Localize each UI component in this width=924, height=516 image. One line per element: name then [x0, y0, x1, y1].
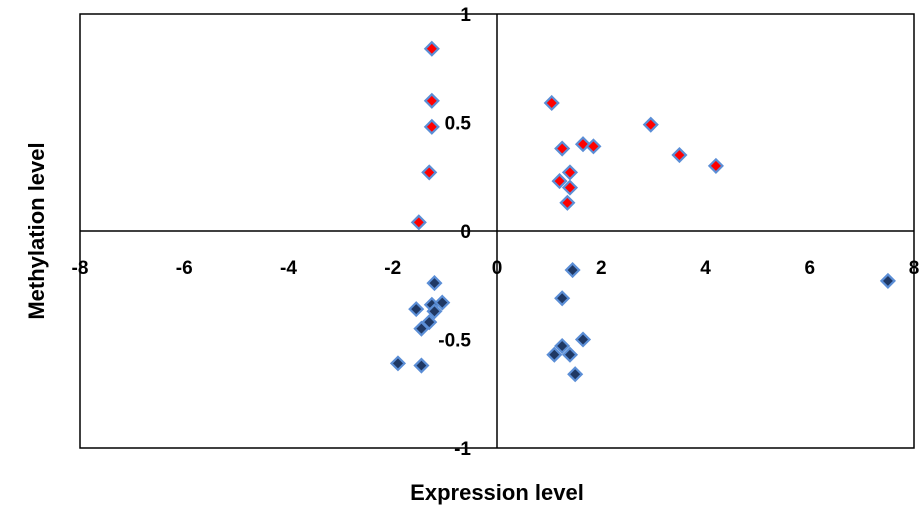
x-tick-label: 2	[596, 258, 607, 279]
data-point-navy	[413, 320, 430, 337]
data-point-red	[642, 116, 659, 133]
data-point-navy	[561, 346, 579, 363]
x-tick-label: 8	[909, 258, 920, 279]
x-tick-label: -4	[280, 258, 297, 279]
data-point-red	[561, 179, 579, 196]
x-tick-label: 0	[492, 258, 503, 279]
data-point-red	[574, 136, 592, 153]
data-point-navy	[554, 337, 571, 355]
axes	[80, 14, 914, 448]
data-point-navy	[426, 303, 443, 320]
data-point-red	[423, 92, 440, 109]
data-point-navy	[389, 355, 407, 372]
x-tick-label: 6	[804, 258, 815, 279]
data-point-red	[559, 194, 576, 211]
data-points	[389, 40, 896, 383]
data-point-red	[585, 138, 602, 155]
data-point-navy	[567, 366, 584, 383]
x-tick-label: -8	[72, 258, 89, 279]
data-point-red	[554, 140, 571, 157]
data-point-red	[423, 40, 440, 57]
x-tick-label: -2	[384, 258, 401, 279]
data-point-red	[410, 214, 427, 231]
x-tick-label: -6	[176, 258, 193, 279]
data-point-navy	[426, 275, 443, 292]
data-point-navy	[574, 331, 592, 348]
y-axis-title: Methylation level	[24, 142, 49, 319]
data-point-red	[423, 118, 440, 135]
y-tick-label: 1	[460, 5, 471, 26]
data-point-navy	[408, 301, 425, 318]
data-point-red	[551, 173, 568, 190]
x-axis-title: Expression level	[410, 480, 584, 505]
data-point-red	[561, 164, 579, 181]
data-point-navy	[434, 294, 451, 311]
data-point-navy	[413, 357, 430, 374]
data-point-navy	[879, 272, 896, 289]
data-point-red	[543, 94, 560, 112]
data-point-red	[421, 164, 438, 181]
y-tick-label: -1	[454, 439, 471, 460]
tick-labels: -8 -6 -4 -2 0 2 4 6 8 -1 -0.5 0 0.5 1	[72, 5, 920, 460]
x-tick-label: 4	[700, 258, 711, 279]
data-point-navy	[546, 346, 563, 363]
data-point-red	[671, 146, 688, 164]
data-point-navy	[564, 262, 581, 279]
y-tick-label: 0.5	[445, 114, 472, 135]
data-point-navy	[554, 290, 571, 307]
data-point-red	[707, 157, 724, 174]
y-tick-label: -0.5	[438, 331, 471, 352]
y-tick-label: 0	[460, 222, 471, 243]
